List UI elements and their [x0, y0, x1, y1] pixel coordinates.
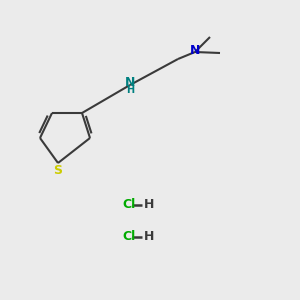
Text: S: S	[53, 164, 62, 178]
Text: H: H	[144, 199, 154, 212]
Text: Cl: Cl	[122, 230, 135, 244]
Text: H: H	[126, 85, 134, 95]
Text: Cl: Cl	[122, 199, 135, 212]
Text: H: H	[144, 230, 154, 244]
Text: N: N	[125, 76, 135, 88]
Text: N: N	[190, 44, 200, 56]
